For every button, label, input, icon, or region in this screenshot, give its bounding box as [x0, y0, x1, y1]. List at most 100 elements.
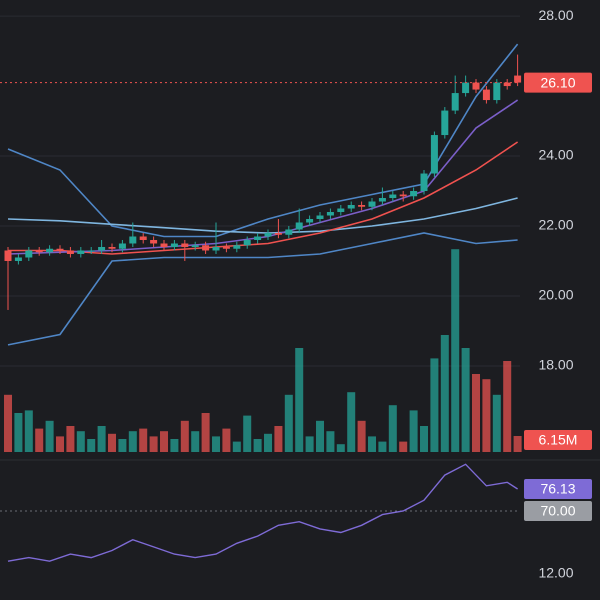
volume-bar	[128, 431, 137, 452]
y-tick-label: 22.00	[538, 217, 573, 233]
volume-bar	[24, 410, 33, 452]
y-tick-label: 18.00	[538, 357, 573, 373]
candle-body	[4, 250, 12, 261]
candle-body	[202, 245, 210, 251]
candle-body	[160, 243, 168, 247]
volume-bar	[87, 439, 96, 452]
volume-bar	[316, 420, 325, 452]
volume-bar	[388, 405, 397, 452]
candle-body	[77, 250, 85, 254]
candle-body	[441, 110, 449, 136]
candle-body	[14, 257, 22, 261]
candle-body	[264, 232, 272, 237]
overlay-line	[7, 232, 518, 346]
candle-body	[358, 205, 366, 207]
volume-bar	[284, 394, 293, 452]
price-label-box	[524, 72, 592, 93]
volume-bar	[430, 358, 439, 452]
volume-bar	[472, 374, 481, 452]
volume-bar	[274, 426, 283, 452]
volume-bar	[118, 439, 127, 452]
volume-label-box	[524, 430, 592, 451]
volume-bar	[357, 420, 366, 452]
volume-bar	[201, 413, 210, 452]
volume-bar	[399, 441, 408, 452]
volume-bar	[108, 433, 117, 452]
volume-bar	[139, 428, 148, 452]
volume-bar	[76, 431, 85, 452]
rsi-label: 76.13	[540, 481, 575, 497]
candle-body	[254, 236, 262, 240]
candle-body	[337, 208, 345, 213]
y-tick-label: 20.00	[538, 287, 573, 303]
volume-bar	[66, 426, 75, 452]
candle-body	[56, 248, 64, 251]
candle-body	[66, 250, 74, 254]
volume-bar	[253, 439, 262, 452]
candle-body	[139, 236, 147, 240]
rsi-label-box	[524, 478, 592, 499]
candle-body	[493, 82, 501, 101]
volume-bar	[295, 348, 304, 452]
volume-bar	[336, 444, 345, 452]
volume-bar	[513, 436, 522, 452]
y-tick-label: 70.00	[540, 503, 575, 519]
y-tick-label: 12.00	[538, 565, 573, 581]
volume-bar	[222, 428, 231, 452]
candle-body	[368, 201, 376, 207]
candle-body	[389, 194, 397, 199]
candle-body	[295, 222, 303, 230]
overlay-line	[8, 141, 519, 255]
candle-body	[306, 219, 314, 223]
y-tick-label: 24.00	[538, 147, 573, 163]
candle-body	[285, 229, 293, 235]
candle-body	[378, 198, 386, 202]
candle-body	[462, 82, 470, 94]
tick-label-box	[524, 500, 592, 521]
volume-bar	[35, 428, 44, 452]
candle-body	[212, 246, 220, 251]
candle-body	[472, 82, 480, 90]
candle-body	[191, 245, 199, 247]
last-price-label: 26.10	[540, 74, 575, 90]
rsi-line	[7, 463, 518, 562]
volume-bar	[347, 392, 356, 452]
candle-body	[503, 82, 511, 87]
volume-bar	[180, 420, 189, 452]
candle-body	[233, 245, 241, 249]
volume-bar	[482, 379, 491, 452]
candle-body	[420, 173, 428, 192]
volume-bar	[56, 436, 65, 452]
volume-bar	[326, 431, 335, 452]
candle-body	[25, 250, 33, 258]
volume-bar	[232, 441, 241, 452]
volume-bar	[170, 439, 179, 452]
candle-body	[118, 243, 126, 249]
volume-bar	[14, 413, 23, 452]
volume-bar	[503, 361, 512, 452]
candle-body	[316, 215, 324, 220]
volume-bar	[409, 410, 418, 452]
candle-body	[347, 205, 355, 209]
candle-body	[98, 246, 106, 251]
volume-bar	[264, 433, 273, 452]
volume-bar	[191, 431, 200, 452]
volume-bar	[97, 426, 106, 452]
candle-body	[108, 246, 116, 249]
candle-body	[514, 75, 522, 83]
candle-body	[274, 232, 282, 235]
overlay-line	[7, 43, 519, 238]
candle-body	[35, 250, 43, 253]
candle-body	[222, 246, 230, 249]
volume-bar	[212, 436, 221, 452]
candle-body	[181, 243, 189, 247]
candle-body	[410, 191, 418, 197]
volume-bar	[160, 431, 169, 452]
candle-body	[399, 194, 407, 197]
volume-bar	[243, 415, 252, 452]
volume-bar	[368, 436, 377, 452]
volume-bar	[149, 436, 158, 452]
